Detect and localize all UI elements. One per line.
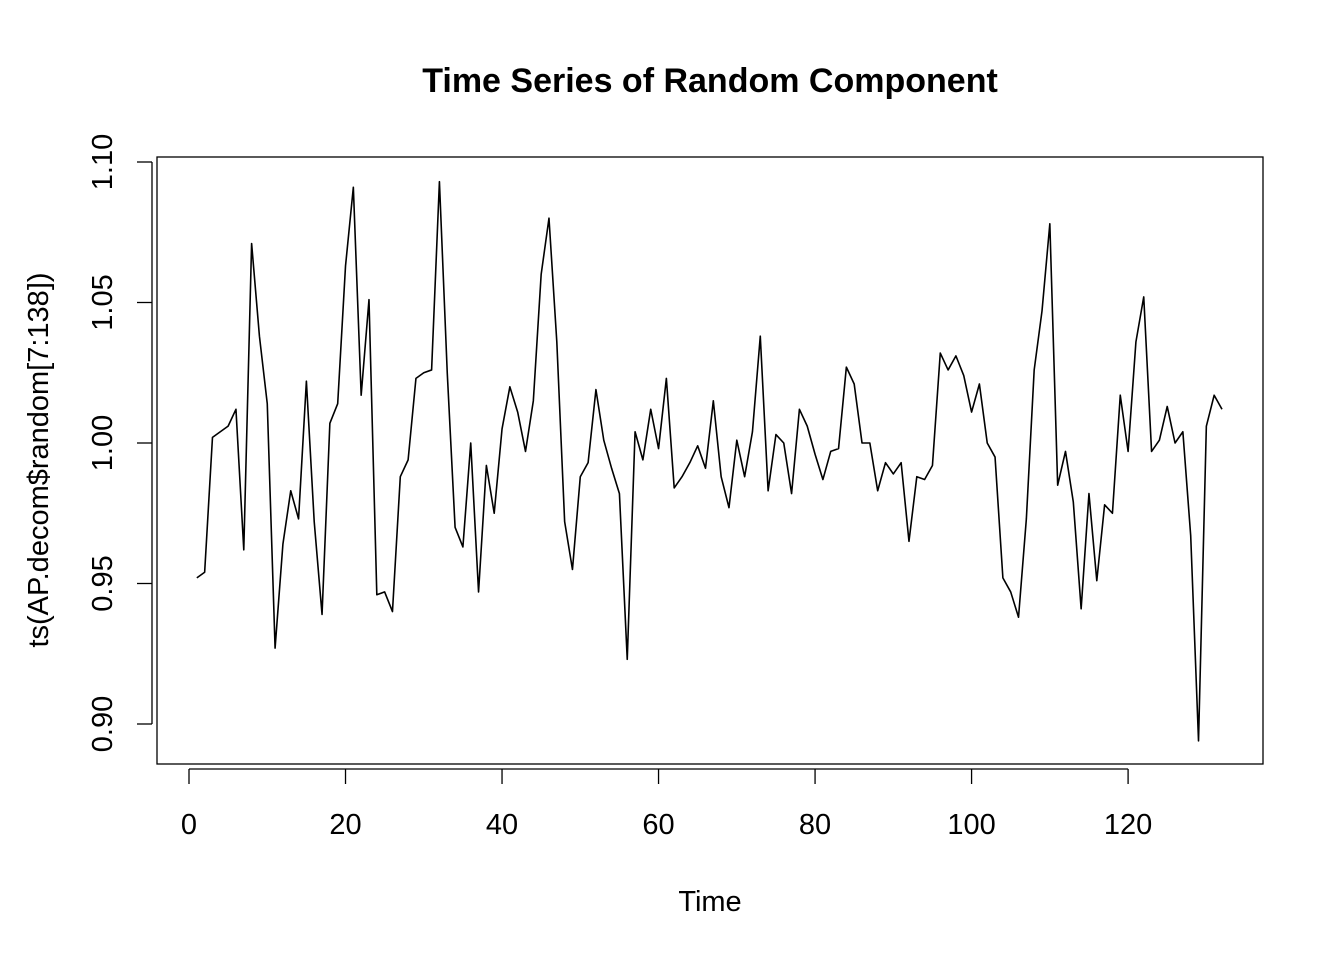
y-tick-label: 1.00 [87,415,119,471]
y-tick-label: 1.05 [87,274,119,330]
x-tick-label: 0 [181,809,197,841]
x-axis-label: Time [678,886,741,918]
y-axis: 0.90 0.95 1.00 1.05 1.10 [87,134,153,752]
y-tick-label: 0.90 [87,696,119,752]
x-tick-label: 20 [329,809,361,841]
y-axis-label: ts(AP.decom$random[7:138]) [23,272,55,647]
x-tick-label: 60 [642,809,674,841]
x-tick-label: 100 [947,809,995,841]
y-tick-label: 0.95 [87,555,119,611]
plot-frame [156,156,1264,765]
x-tick-label: 120 [1104,809,1152,841]
series-layer [196,180,1223,742]
x-tick-label: 40 [486,809,518,841]
x-axis: 0 20 40 60 80 100 120 [181,768,1152,841]
series-line-0 [196,180,1223,742]
x-tick-label: 80 [799,809,831,841]
y-tick-label: 1.10 [87,134,119,190]
chart-title: Time Series of Random Component [422,62,998,100]
